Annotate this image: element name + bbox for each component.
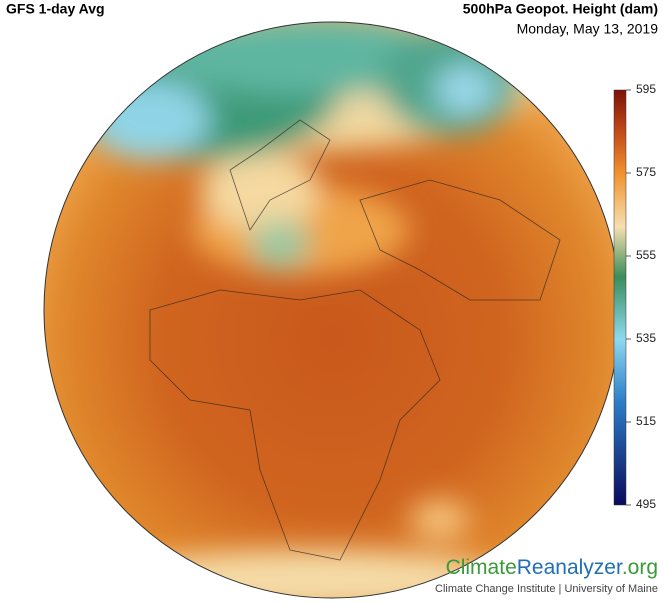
variable-title: 500hPa Geopot. Height (dam) <box>463 1 658 17</box>
logo-part: .org <box>622 556 658 579</box>
globe <box>44 22 620 598</box>
credit: Climate Change Institute | University of… <box>435 583 658 595</box>
colorbar-tick-label: 555 <box>636 248 656 262</box>
date-label: Monday, May 13, 2019 <box>517 21 659 37</box>
logo: ClimateReanalyzer.org <box>446 556 658 579</box>
logo-part: Climate <box>446 556 517 579</box>
colorbar-tick-label: 535 <box>636 331 656 345</box>
colorbar <box>613 89 627 506</box>
colorbar-tick-label: 595 <box>636 82 656 96</box>
colorbar-tick-label: 575 <box>636 165 656 179</box>
logo-part: Reanalyzer <box>517 556 623 579</box>
map-title: GFS 1-day Avg <box>6 1 105 17</box>
colorbar-tick-label: 515 <box>636 414 656 428</box>
colorbar-tick-label: 495 <box>636 497 656 511</box>
